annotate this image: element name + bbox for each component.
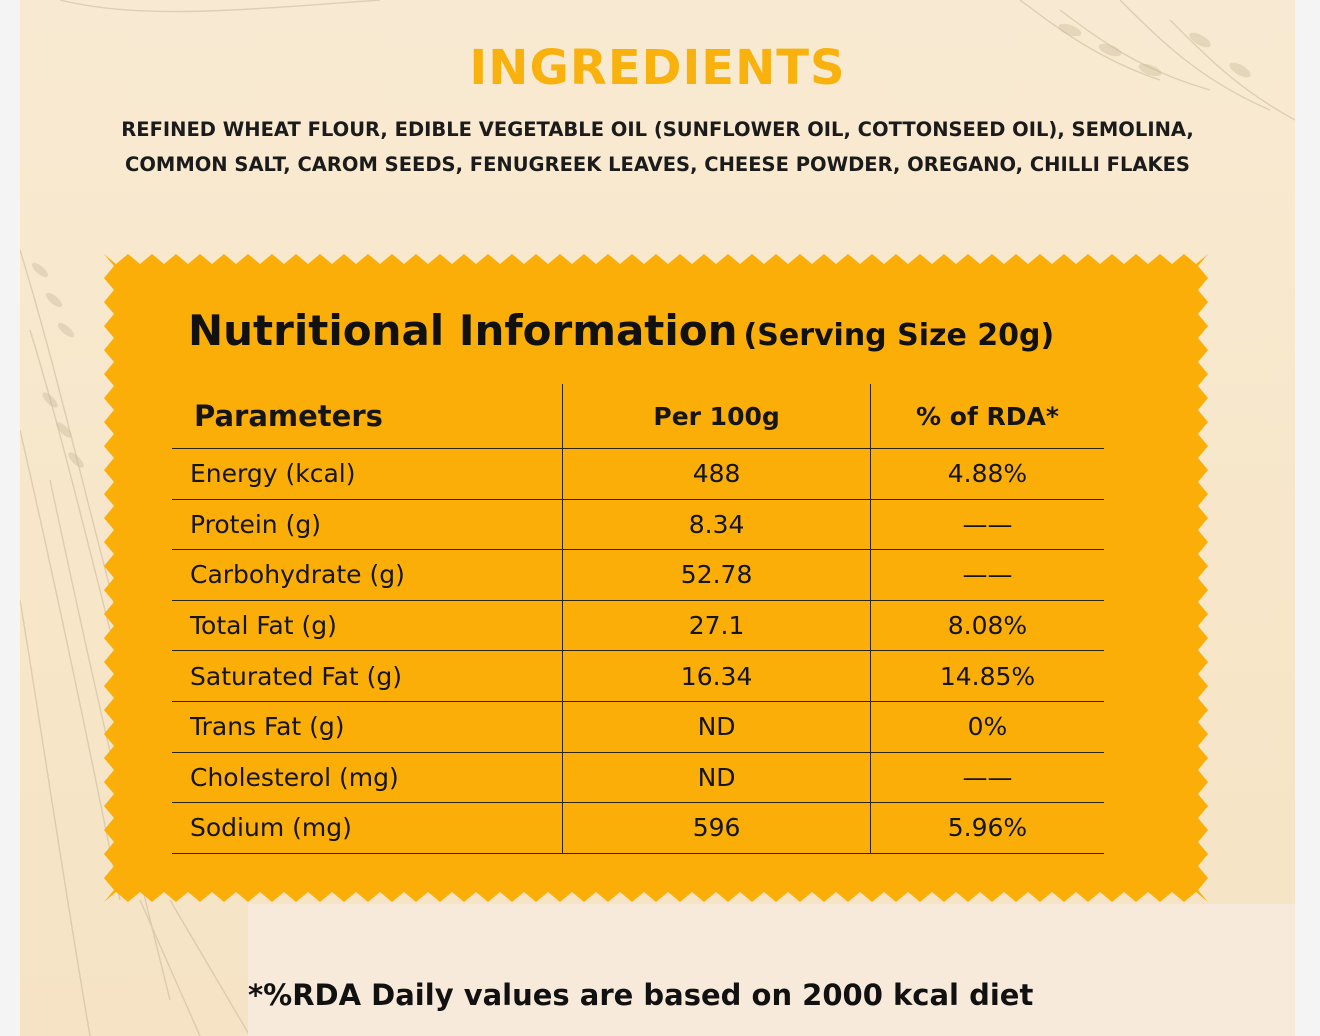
table-row: Saturated Fat (g) 16.34 14.85% [172,650,1104,702]
ingredients-line-2: COMMON SALT, CAROM SEEDS, FENUGREEK LEAV… [125,153,1190,176]
row-per-100g: 52.78 [562,549,871,601]
row-rda: 4.88% [869,448,1104,500]
row-parameter: Cholesterol (mg) [172,752,563,804]
table-row: Energy (kcal) 488 4.88% [172,448,1104,500]
row-parameter: Energy (kcal) [172,448,563,500]
wheat-sketch-illustration [20,0,1295,1036]
table-row: Total Fat (g) 27.1 8.08% [172,600,1104,652]
row-parameter: Protein (g) [172,499,563,551]
nutrition-table: Parameters Per 100g % of RDA* Energy (kc… [172,384,1104,854]
table-row: Protein (g) 8.34 —— [172,499,1104,551]
row-parameter: Total Fat (g) [172,600,563,652]
row-rda: 5.96% [869,802,1104,854]
table-row: Trans Fat (g) ND 0% [172,701,1104,753]
header-per-100g: Per 100g [562,384,871,449]
row-rda: —— [869,549,1104,601]
header-parameters: Parameters [172,384,563,449]
row-parameter: Trans Fat (g) [172,701,563,753]
row-per-100g: ND [562,752,871,804]
row-rda: 8.08% [869,600,1104,652]
ingredients-title: INGREDIENTS [469,40,846,96]
row-per-100g: 16.34 [562,650,871,702]
nutrition-title: Nutritional Information [188,306,738,355]
ingredients-list: REFINED WHEAT FLOUR, EDIBLE VEGETABLE OI… [80,112,1235,182]
rda-footnote: *%RDA Daily values are based on 2000 kca… [248,978,1034,1012]
row-parameter: Carbohydrate (g) [172,549,563,601]
row-parameter: Saturated Fat (g) [172,650,563,702]
table-row: Cholesterol (mg) ND —— [172,752,1104,804]
table-row: Carbohydrate (g) 52.78 —— [172,549,1104,601]
table-row: Sodium (mg) 596 5.96% [172,802,1104,854]
row-per-100g: 488 [562,448,871,500]
row-per-100g: 596 [562,802,871,854]
header-rda: % of RDA* [869,384,1104,449]
table-header-row: Parameters Per 100g % of RDA* [172,384,1104,449]
ingredients-line-1: REFINED WHEAT FLOUR, EDIBLE VEGETABLE OI… [121,118,1194,141]
row-rda: 0% [869,701,1104,753]
row-per-100g: ND [562,701,871,753]
footnote-box [248,904,1295,1036]
row-rda: —— [869,499,1104,551]
row-per-100g: 8.34 [562,499,871,551]
serving-size: (Serving Size 20g) [743,318,1055,353]
row-rda: —— [869,752,1104,804]
nutrition-heading: Nutritional Information (Serving Size 20g… [188,306,1054,355]
row-parameter: Sodium (mg) [172,802,563,854]
row-per-100g: 27.1 [562,600,871,652]
row-rda: 14.85% [869,650,1104,702]
